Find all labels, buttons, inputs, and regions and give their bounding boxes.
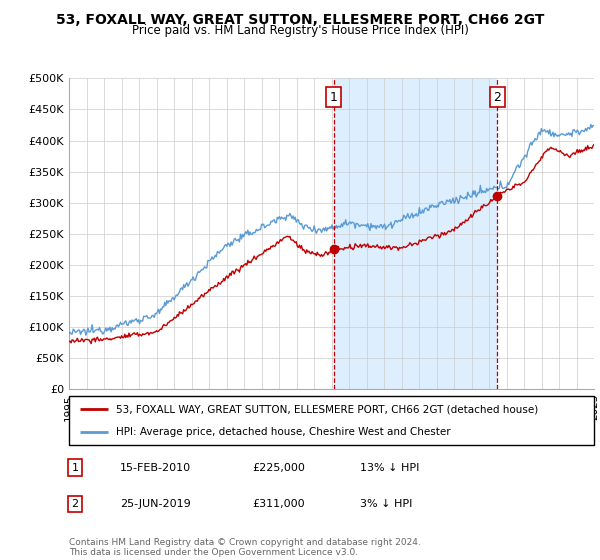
Text: 1: 1 xyxy=(329,91,338,104)
Text: Price paid vs. HM Land Registry's House Price Index (HPI): Price paid vs. HM Land Registry's House … xyxy=(131,24,469,37)
Text: Contains HM Land Registry data © Crown copyright and database right 2024.
This d: Contains HM Land Registry data © Crown c… xyxy=(69,538,421,557)
Text: £311,000: £311,000 xyxy=(252,499,305,509)
Text: 25-JUN-2019: 25-JUN-2019 xyxy=(120,499,191,509)
Text: 3% ↓ HPI: 3% ↓ HPI xyxy=(360,499,412,509)
Text: HPI: Average price, detached house, Cheshire West and Chester: HPI: Average price, detached house, Ches… xyxy=(116,427,451,437)
Text: 2: 2 xyxy=(493,91,502,104)
Text: 2: 2 xyxy=(71,499,79,509)
Bar xyxy=(334,78,497,389)
FancyBboxPatch shape xyxy=(69,396,594,445)
Text: 53, FOXALL WAY, GREAT SUTTON, ELLESMERE PORT, CH66 2GT (detached house): 53, FOXALL WAY, GREAT SUTTON, ELLESMERE … xyxy=(116,404,539,414)
Text: 1: 1 xyxy=(71,463,79,473)
Text: 53, FOXALL WAY, GREAT SUTTON, ELLESMERE PORT, CH66 2GT: 53, FOXALL WAY, GREAT SUTTON, ELLESMERE … xyxy=(56,13,544,27)
Text: £225,000: £225,000 xyxy=(252,463,305,473)
Text: 15-FEB-2010: 15-FEB-2010 xyxy=(120,463,191,473)
Text: 13% ↓ HPI: 13% ↓ HPI xyxy=(360,463,419,473)
